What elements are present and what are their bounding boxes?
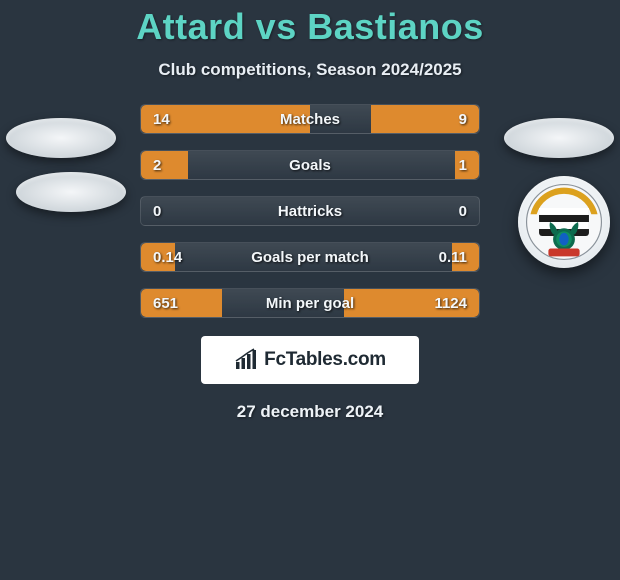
stat-row: 14 Matches 9 [140, 104, 480, 134]
stat-value-left: 14 [153, 111, 170, 128]
stat-value-left: 0 [153, 203, 161, 220]
footer-date: 27 december 2024 [0, 402, 620, 422]
stats-table: 14 Matches 9 2 Goals 1 0 Hattricks 0 0.14 Goals pe… [140, 104, 480, 318]
stat-row: 651 Min per goal 1124 [140, 288, 480, 318]
player-left-silhouette-2 [16, 172, 126, 212]
brand-name: FcTables.com [264, 349, 386, 371]
bar-chart-icon [234, 348, 258, 372]
player-right-silhouette [504, 118, 614, 158]
player-left-silhouette-1 [6, 118, 116, 158]
stat-label: Goals per match [251, 249, 369, 266]
page-title: Attard vs Bastianos [0, 6, 620, 48]
stat-row: 0.14 Goals per match 0.11 [140, 242, 480, 272]
stat-value-right: 9 [459, 111, 467, 128]
stat-value-right: 0.11 [439, 249, 467, 266]
stat-label: Min per goal [266, 295, 354, 312]
club-crest-badge [518, 176, 610, 268]
stat-label: Matches [280, 111, 340, 128]
stat-row: 2 Goals 1 [140, 150, 480, 180]
stat-value-right: 1 [459, 157, 467, 174]
stat-value-right: 1124 [434, 295, 467, 312]
stat-row: 0 Hattricks 0 [140, 196, 480, 226]
stat-value-right: 0 [459, 203, 467, 220]
subtitle: Club competitions, Season 2024/2025 [0, 60, 620, 80]
stat-fill-left [141, 151, 188, 179]
crest-icon [525, 183, 603, 261]
stat-value-left: 0.14 [153, 249, 182, 266]
brand-panel[interactable]: FcTables.com [201, 336, 419, 384]
stat-value-left: 2 [153, 157, 161, 174]
stat-label: Hattricks [278, 203, 342, 220]
stat-value-left: 651 [153, 295, 178, 312]
stat-label: Goals [289, 157, 331, 174]
